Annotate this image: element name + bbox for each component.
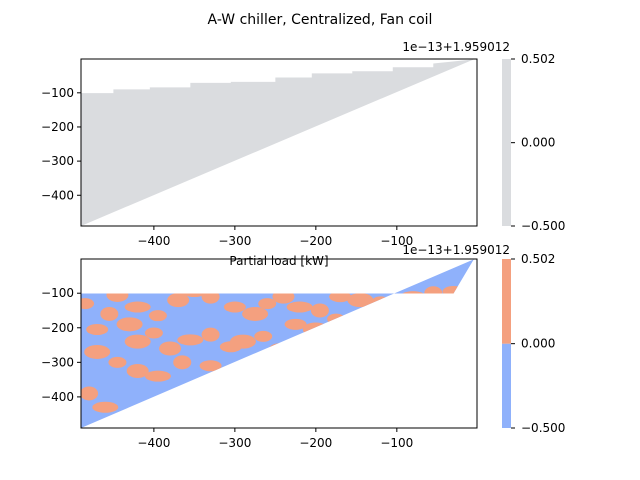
lower-x-tick-label: −200 xyxy=(299,436,332,450)
lower-offset-label: 1e−13+1.959012 xyxy=(402,243,510,257)
lower-contour-high-region xyxy=(148,310,167,322)
lower-plot-area xyxy=(81,259,474,428)
lower-contour-high-region xyxy=(199,360,222,372)
upper-plot-area xyxy=(81,59,474,226)
lower-x-tick-label: −300 xyxy=(218,436,251,450)
lower-y-tick-label: −300 xyxy=(41,355,74,369)
lower-colorbar: 0.502 0.000 −0.500 xyxy=(502,252,565,435)
lower-contour-high-region xyxy=(100,306,119,321)
lower-contour-high-region xyxy=(167,293,190,308)
lower-contour-high-region xyxy=(81,298,95,310)
lower-x-tick-label: −100 xyxy=(380,436,413,450)
upper-y-tick-label: −300 xyxy=(41,154,74,168)
lower-plot: −400 −300 −200 −100 −100 −200 −300 −400 1e−13+1… xyxy=(41,243,565,450)
lower-colorbar-tick-label: 0.000 xyxy=(521,337,555,351)
upper-y-tick-label: −100 xyxy=(41,86,74,100)
lower-contour-high-region xyxy=(81,386,99,401)
upper-x-axis-label: Partial load [kW] xyxy=(229,254,328,268)
upper-y-tick-label: −400 xyxy=(41,188,74,202)
upper-x-tick-label: −200 xyxy=(299,234,332,248)
lower-contour-high-region xyxy=(144,370,171,382)
lower-contour-high-region xyxy=(116,317,143,332)
lower-y-tick-label: −400 xyxy=(41,390,74,404)
lower-contour-high-region xyxy=(229,334,256,349)
upper-plot: −400 −300 −200 −100 −100 −200 −300 −400 1e−13+1… xyxy=(41,40,565,268)
lower-contour-high-region xyxy=(242,306,269,321)
lower-contour-high-region xyxy=(159,341,182,356)
upper-frame xyxy=(80,58,478,227)
lower-contour-high-region xyxy=(310,303,329,318)
upper-contour-fill xyxy=(81,59,474,226)
lower-x-tick-label: −400 xyxy=(137,436,170,450)
lower-contour-high-region xyxy=(92,401,119,413)
lower-contour-high-region xyxy=(84,344,111,359)
lower-contour-high-region xyxy=(329,291,352,303)
upper-colorbar: 0.502 0.000 −0.500 xyxy=(502,52,565,233)
upper-colorbar-band xyxy=(502,59,511,226)
lower-contour-high-region xyxy=(347,293,374,308)
upper-colorbar-tick-label: −0.500 xyxy=(521,219,565,233)
lower-colorbar-band xyxy=(502,343,511,428)
lower-contour-high-region xyxy=(126,363,149,378)
lower-axes: −400 −300 −200 −100 −100 −200 −300 −400 xyxy=(41,258,478,450)
upper-axes: −400 −300 −200 −100 −100 −200 −300 −400 xyxy=(41,58,478,248)
lower-contour-high-region xyxy=(254,330,273,342)
lower-contour-high-region xyxy=(144,327,163,339)
upper-y-tick-label: −200 xyxy=(41,120,74,134)
lower-contour-high-region xyxy=(258,298,277,310)
lower-contour-high-region xyxy=(173,355,192,370)
lower-contour-high-region xyxy=(124,301,151,313)
lower-y-tick-label: −200 xyxy=(41,321,74,335)
lower-colorbar-tick-label: 0.502 xyxy=(521,252,555,266)
upper-colorbar-tick-label: 0.502 xyxy=(521,52,555,66)
figure-title: A-W chiller, Centralized, Fan coil xyxy=(208,12,433,28)
upper-colorbar-tick-label: 0.000 xyxy=(521,136,555,150)
lower-contour-high-region xyxy=(177,334,204,346)
lower-contour-high-region xyxy=(201,327,220,342)
lower-contour-high-region xyxy=(284,318,307,330)
lower-contour-high-region xyxy=(223,301,246,313)
lower-frame xyxy=(80,258,478,429)
lower-contour-high-region xyxy=(286,301,313,313)
lower-contour-high-region xyxy=(124,334,151,349)
upper-x-tick-label: −100 xyxy=(380,234,413,248)
upper-x-tick-label: −300 xyxy=(218,234,251,248)
lower-high-regions xyxy=(81,285,465,413)
lower-contour-high-region xyxy=(108,356,127,368)
lower-contour-high-region xyxy=(86,324,109,336)
upper-offset-label: 1e−13+1.959012 xyxy=(402,40,510,54)
lower-colorbar-band xyxy=(502,259,511,344)
upper-x-tick-label: −400 xyxy=(137,234,170,248)
lower-y-tick-label: −100 xyxy=(41,286,74,300)
lower-colorbar-tick-label: −0.500 xyxy=(521,421,565,435)
